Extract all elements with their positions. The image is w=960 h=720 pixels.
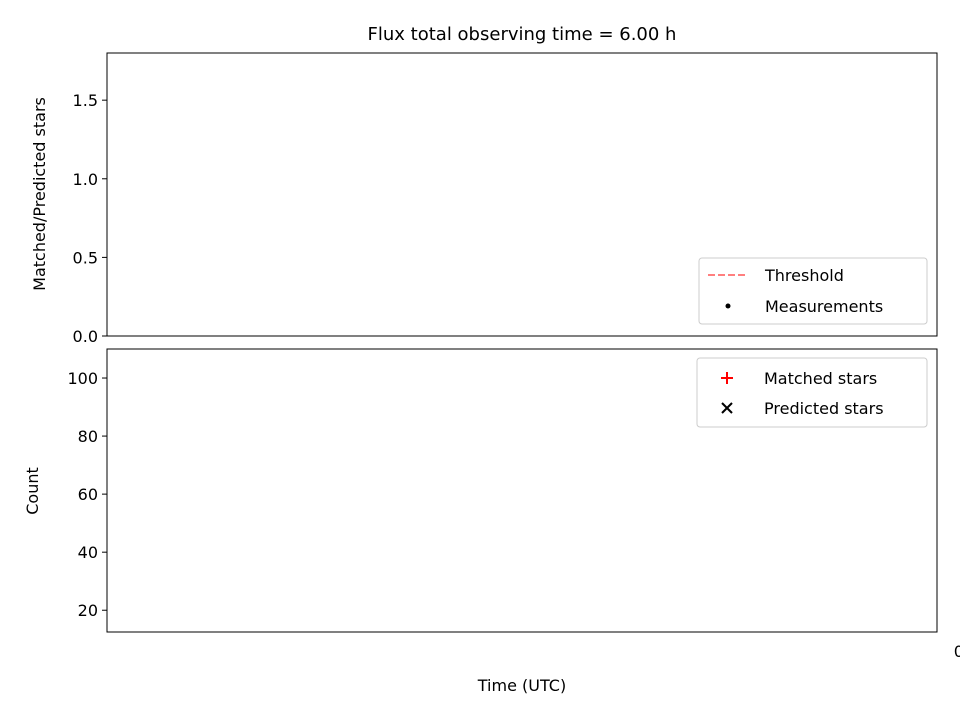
figure-title: Flux total observing time = 6.00 h: [368, 24, 677, 45]
y-tick-label: 40: [78, 543, 98, 562]
x-tick-label: 04:00: [954, 642, 960, 661]
top-panel: 0.0 0.5 1.0 1.5 Matched/Predicted stars Thr…: [30, 52, 938, 346]
x-axis-label: Time (UTC): [477, 676, 566, 695]
legend-measurement-swatch: [725, 303, 731, 309]
y-tick-label: 0.5: [73, 248, 98, 267]
top-yticks: 0.0 0.5 1.0 1.5: [73, 91, 107, 346]
y-tick-label: 100: [67, 369, 98, 388]
bottom-yticks: 20 40 60 80 100: [67, 369, 107, 620]
legend-predicted-swatch: [721, 402, 733, 414]
y-tick-label: 1.5: [73, 91, 98, 110]
y-tick-label: 80: [78, 427, 98, 446]
top-y-axis-label: Matched/Predicted stars: [30, 97, 49, 291]
y-tick-label: 1.0: [73, 170, 98, 189]
legend-matched-swatch: [721, 372, 733, 384]
bottom-legend: Matched stars Predicted stars: [696, 357, 928, 428]
legend-measurement-label: Measurements: [765, 297, 883, 316]
bottom-axes-frame: [106, 348, 938, 633]
y-tick-label: 60: [78, 485, 98, 504]
top-legend: Threshold Measurements: [698, 257, 928, 325]
y-tick-label: 20: [78, 601, 98, 620]
y-tick-label: 0.0: [73, 327, 98, 346]
legend-threshold-label: Threshold: [764, 266, 844, 285]
legend-predicted-label: Predicted stars: [764, 399, 884, 418]
legend-matched-label: Matched stars: [764, 369, 877, 388]
bottom-legend-box: [696, 357, 928, 428]
bottom-panel: 20 40 60 80 100 18:0019:0020:0021:0022:0023:…: [23, 348, 960, 695]
bottom-y-axis-label: Count: [23, 467, 42, 515]
top-axes-frame: [106, 52, 938, 337]
bottom-xticks: 18:0019:0020:0021:0022:0023:0000:0001:00…: [954, 642, 960, 661]
top-legend-box: [698, 257, 928, 325]
